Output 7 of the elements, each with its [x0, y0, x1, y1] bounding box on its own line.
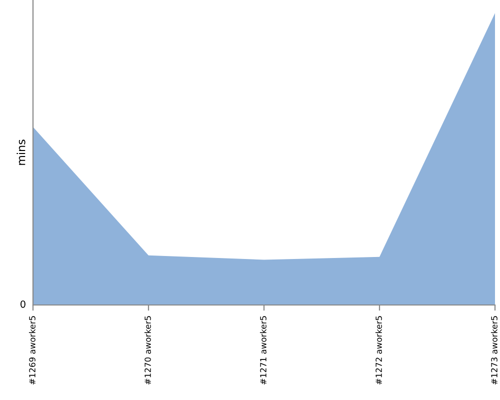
x-tick-label: #1273 aworker5	[490, 316, 498, 384]
y-axis-title: mins	[16, 140, 26, 165]
x-tick-label: #1271 aworker5	[260, 316, 266, 384]
x-tick-label: #1270 aworker5	[144, 316, 151, 384]
x-tick-label: #1272 aworker5	[375, 316, 382, 384]
text: 0	[20, 300, 26, 308]
x-tick-label: #1269 aworker5	[28, 316, 36, 384]
